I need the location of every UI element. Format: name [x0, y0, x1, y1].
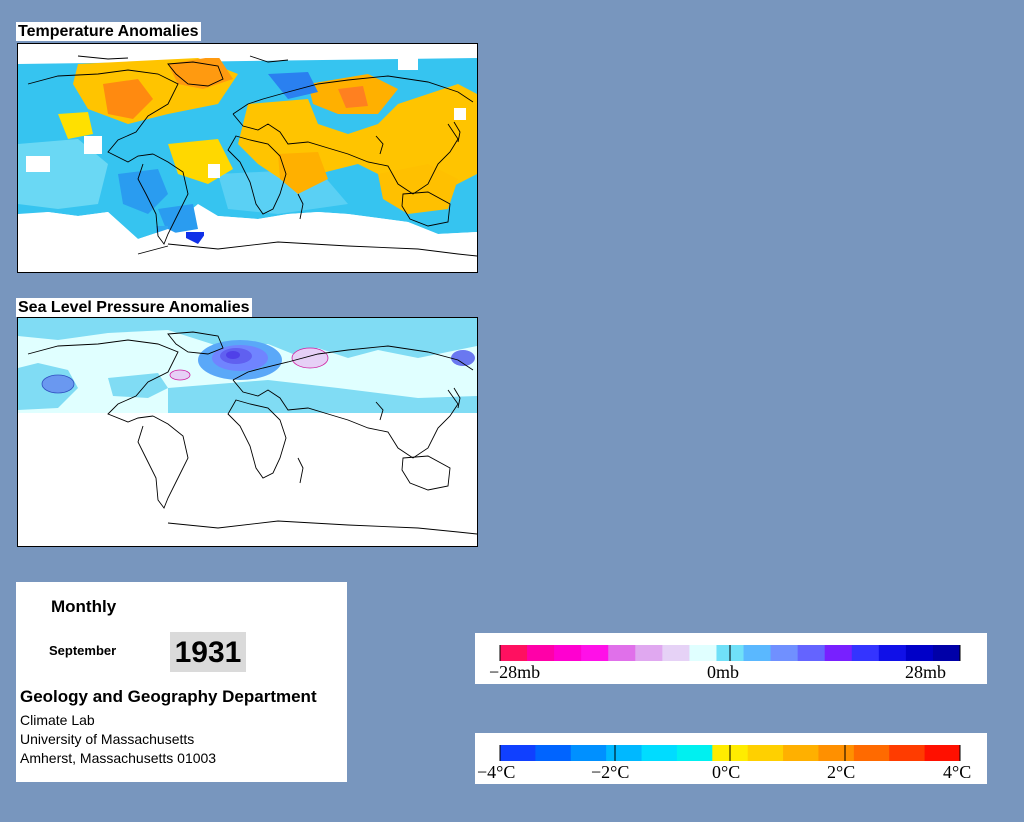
pressure-scale-swatch — [581, 645, 609, 661]
address: Amherst, Massachusetts 01003 — [20, 750, 217, 766]
pressure-scale-swatch — [608, 645, 636, 661]
pressure-scale-swatch — [932, 645, 961, 661]
pressure-scale-swatch — [770, 645, 799, 661]
year-display: 1931 — [170, 632, 246, 672]
pressure-scale-swatch — [824, 645, 853, 661]
temperature-tick-plus2: 2°C — [827, 762, 856, 782]
temperature-tick-minus2: −2°C — [591, 762, 630, 782]
pressure-scale-swatch — [500, 645, 528, 661]
temperature-scale-swatch — [924, 745, 961, 761]
temperature-scale-swatch — [500, 745, 536, 761]
temperature-scale-swatch — [853, 745, 890, 761]
temperature-scale-swatch — [818, 745, 855, 761]
pressure-scale-swatch — [635, 645, 663, 661]
temperature-scale-swatch — [535, 745, 572, 761]
temperature-scale-swatch — [570, 745, 607, 761]
period-label: Monthly — [51, 597, 117, 616]
university-name: University of Massachusetts — [20, 731, 195, 747]
temperature-tick-minus4: −4°C — [477, 762, 516, 782]
temperature-color-scale: −4°C −2°C 0°C 2°C 4°C — [475, 733, 987, 784]
pressure-scale-swatch — [527, 645, 555, 661]
pressure-scale-swatch — [797, 645, 826, 661]
pressure-scale-swatch — [905, 645, 934, 661]
pressure-scale-swatch — [743, 645, 772, 661]
temperature-scale-bar — [499, 745, 961, 761]
pressure-color-scale: −28mb 0mb 28mb — [475, 633, 987, 684]
temperature-scale-swatch — [889, 745, 926, 761]
pressure-scale-swatch — [554, 645, 582, 661]
lab-name: Climate Lab — [20, 712, 95, 728]
temperature-scale-swatch — [783, 745, 819, 761]
info-panel: Monthly September 1931 Geology and Geogr… — [16, 582, 347, 782]
pressure-scale-swatch — [878, 645, 907, 661]
pressure-scale-swatch — [689, 645, 717, 661]
department-name: Geology and Geography Department — [20, 687, 317, 706]
pressure-scale-swatch — [662, 645, 690, 661]
temperature-scale-swatch — [676, 745, 713, 761]
temperature-scale-swatch — [747, 745, 784, 761]
month-label: September — [49, 643, 117, 658]
temperature-scale-swatch — [606, 745, 643, 761]
pressure-scale-bar — [499, 645, 961, 661]
temperature-tick-zero: 0°C — [712, 762, 741, 782]
temperature-scale-swatch — [641, 745, 678, 761]
pressure-tick-zero: 0mb — [707, 662, 740, 682]
pressure-anomaly-map — [17, 317, 478, 547]
temperature-map-title: Temperature Anomalies — [16, 22, 201, 41]
pressure-tick-max: 28mb — [905, 662, 947, 682]
pressure-scale-swatch — [851, 645, 880, 661]
temperature-tick-plus4: 4°C — [943, 762, 972, 782]
pressure-map-title: Sea Level Pressure Anomalies — [16, 298, 252, 317]
pressure-tick-min: −28mb — [489, 662, 541, 682]
temperature-anomaly-map — [17, 43, 478, 273]
